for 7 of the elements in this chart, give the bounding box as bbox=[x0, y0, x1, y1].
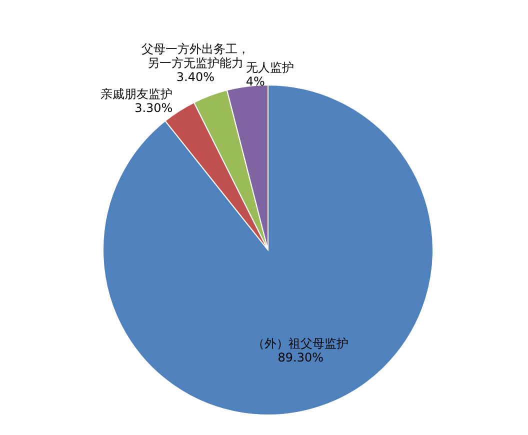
slice-label: （外）祖父母监护 bbox=[252, 336, 349, 350]
data-label: 3.30% bbox=[134, 100, 173, 115]
slice-label: 亲戚朋友监护 bbox=[100, 86, 173, 101]
data-label: 3.40% bbox=[176, 70, 214, 84]
data-label: 4% bbox=[246, 74, 265, 88]
pie-slice bbox=[102, 84, 434, 416]
data-label: 89.30% bbox=[278, 350, 324, 364]
